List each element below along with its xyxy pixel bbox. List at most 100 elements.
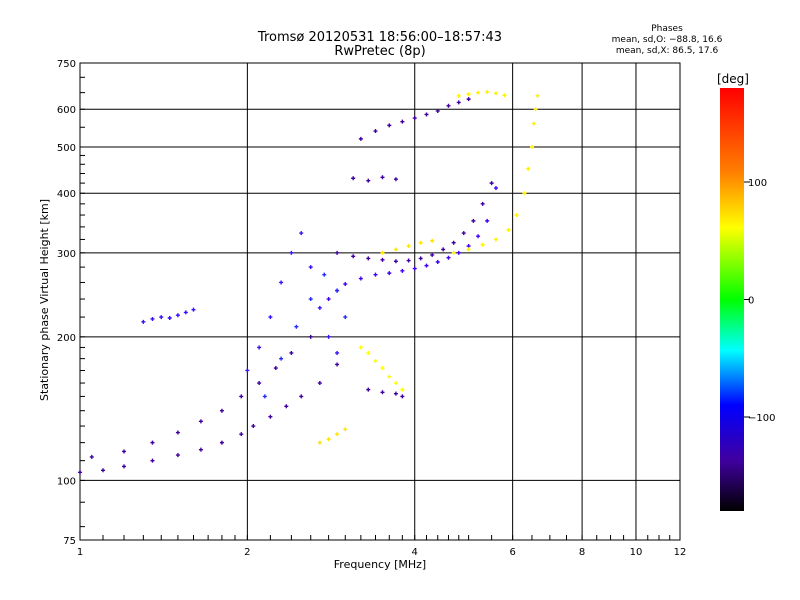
- data-point: [446, 255, 451, 260]
- data-point: [451, 250, 456, 255]
- data-point: [480, 242, 485, 247]
- data-point: [366, 350, 371, 355]
- data-point: [380, 366, 385, 371]
- data-point: [380, 175, 385, 180]
- data-point: [366, 256, 371, 261]
- data-point: [279, 280, 284, 285]
- data-point: [435, 108, 440, 113]
- data-point: [167, 316, 172, 321]
- data-point: [150, 440, 155, 445]
- data-point: [273, 366, 278, 371]
- data-point: [343, 427, 348, 432]
- colorbar-tick-label: 0: [748, 296, 754, 307]
- data-point: [476, 234, 481, 239]
- data-point: [380, 250, 385, 255]
- data-point: [150, 458, 155, 463]
- data-point: [198, 419, 203, 424]
- data-point: [373, 129, 378, 134]
- y-axis: 75 100 200 300 400 500 600 750: [57, 59, 85, 547]
- data-point: [326, 334, 331, 339]
- data-point: [446, 103, 451, 108]
- colorbar-tick-label: 100: [748, 178, 767, 189]
- data-point: [219, 408, 224, 413]
- data-point: [219, 440, 224, 445]
- colorbar-ticks: 100 0 −100: [744, 178, 775, 424]
- data-point: [466, 244, 471, 249]
- data-point: [358, 276, 363, 281]
- data-point: [529, 144, 534, 149]
- data-point: [358, 345, 363, 350]
- y-tick-label: 500: [57, 143, 76, 154]
- data-point: [493, 186, 498, 191]
- data-point: [430, 238, 435, 243]
- data-point: [317, 381, 322, 386]
- y-tick-label: 400: [57, 189, 76, 200]
- data-point: [289, 250, 294, 255]
- data-point: [456, 100, 461, 105]
- data-point: [289, 350, 294, 355]
- data-point: [485, 90, 490, 95]
- data-point: [335, 362, 340, 367]
- data-point: [466, 97, 471, 102]
- data-point: [299, 231, 304, 236]
- data-point: [317, 440, 322, 445]
- data-point: [101, 468, 106, 473]
- data-point: [456, 93, 461, 98]
- y-tick-label: 300: [57, 249, 76, 260]
- data-point: [424, 112, 429, 117]
- data-point: [351, 254, 356, 259]
- data-point: [412, 116, 417, 121]
- chart-subtitle: RwPretec (8p): [334, 44, 426, 59]
- data-point: [418, 240, 423, 245]
- data-point: [400, 394, 405, 399]
- data-point: [424, 263, 429, 268]
- y-tick-label: 200: [57, 333, 76, 344]
- colorbar: [720, 88, 744, 511]
- phases-x-stats: mean, sd,X: 86.5, 17.6: [615, 46, 719, 56]
- data-point: [150, 316, 155, 321]
- data-point: [358, 136, 363, 141]
- data-point: [335, 250, 340, 255]
- data-point: [343, 315, 348, 320]
- data-point: [326, 437, 331, 442]
- data-point: [380, 390, 385, 395]
- data-point: [343, 282, 348, 287]
- data-point: [251, 424, 256, 429]
- data-point: [308, 265, 313, 270]
- y-tick-label: 600: [57, 105, 76, 116]
- data-point: [239, 394, 244, 399]
- x-tick-label: 4: [412, 547, 418, 558]
- data-point: [406, 258, 411, 263]
- colorbar-label: [deg]: [717, 72, 749, 86]
- x-tick-label: 10: [630, 547, 643, 558]
- data-point: [159, 315, 164, 320]
- data-point: [262, 394, 267, 399]
- x-axis: 1 2 4 6 8 10 12: [77, 535, 686, 558]
- data-point: [245, 368, 250, 373]
- data-point: [175, 313, 180, 318]
- data-point: [366, 387, 371, 392]
- data-point: [257, 381, 262, 386]
- data-point: [380, 257, 385, 262]
- data-point: [284, 404, 289, 409]
- data-point: [175, 430, 180, 435]
- data-point: [533, 107, 538, 112]
- data-point: [400, 119, 405, 124]
- x-axis-label: Frequency [MHz]: [334, 558, 426, 571]
- data-point: [406, 244, 411, 249]
- x-tick-label: 6: [509, 547, 515, 558]
- data-point: [78, 470, 82, 475]
- data-point: [373, 358, 378, 363]
- y-axis-label: Stationary phase Virtual Height [km]: [38, 199, 51, 401]
- data-point: [387, 123, 392, 128]
- y-tick-label: 750: [57, 59, 76, 70]
- data-point: [506, 227, 511, 232]
- data-point: [294, 324, 299, 329]
- data-point: [393, 177, 398, 182]
- data-point: [373, 272, 378, 277]
- data-point: [183, 310, 188, 315]
- data-point: [493, 237, 498, 242]
- data-point: [393, 381, 398, 386]
- data-points: [78, 90, 540, 475]
- data-point: [435, 259, 440, 264]
